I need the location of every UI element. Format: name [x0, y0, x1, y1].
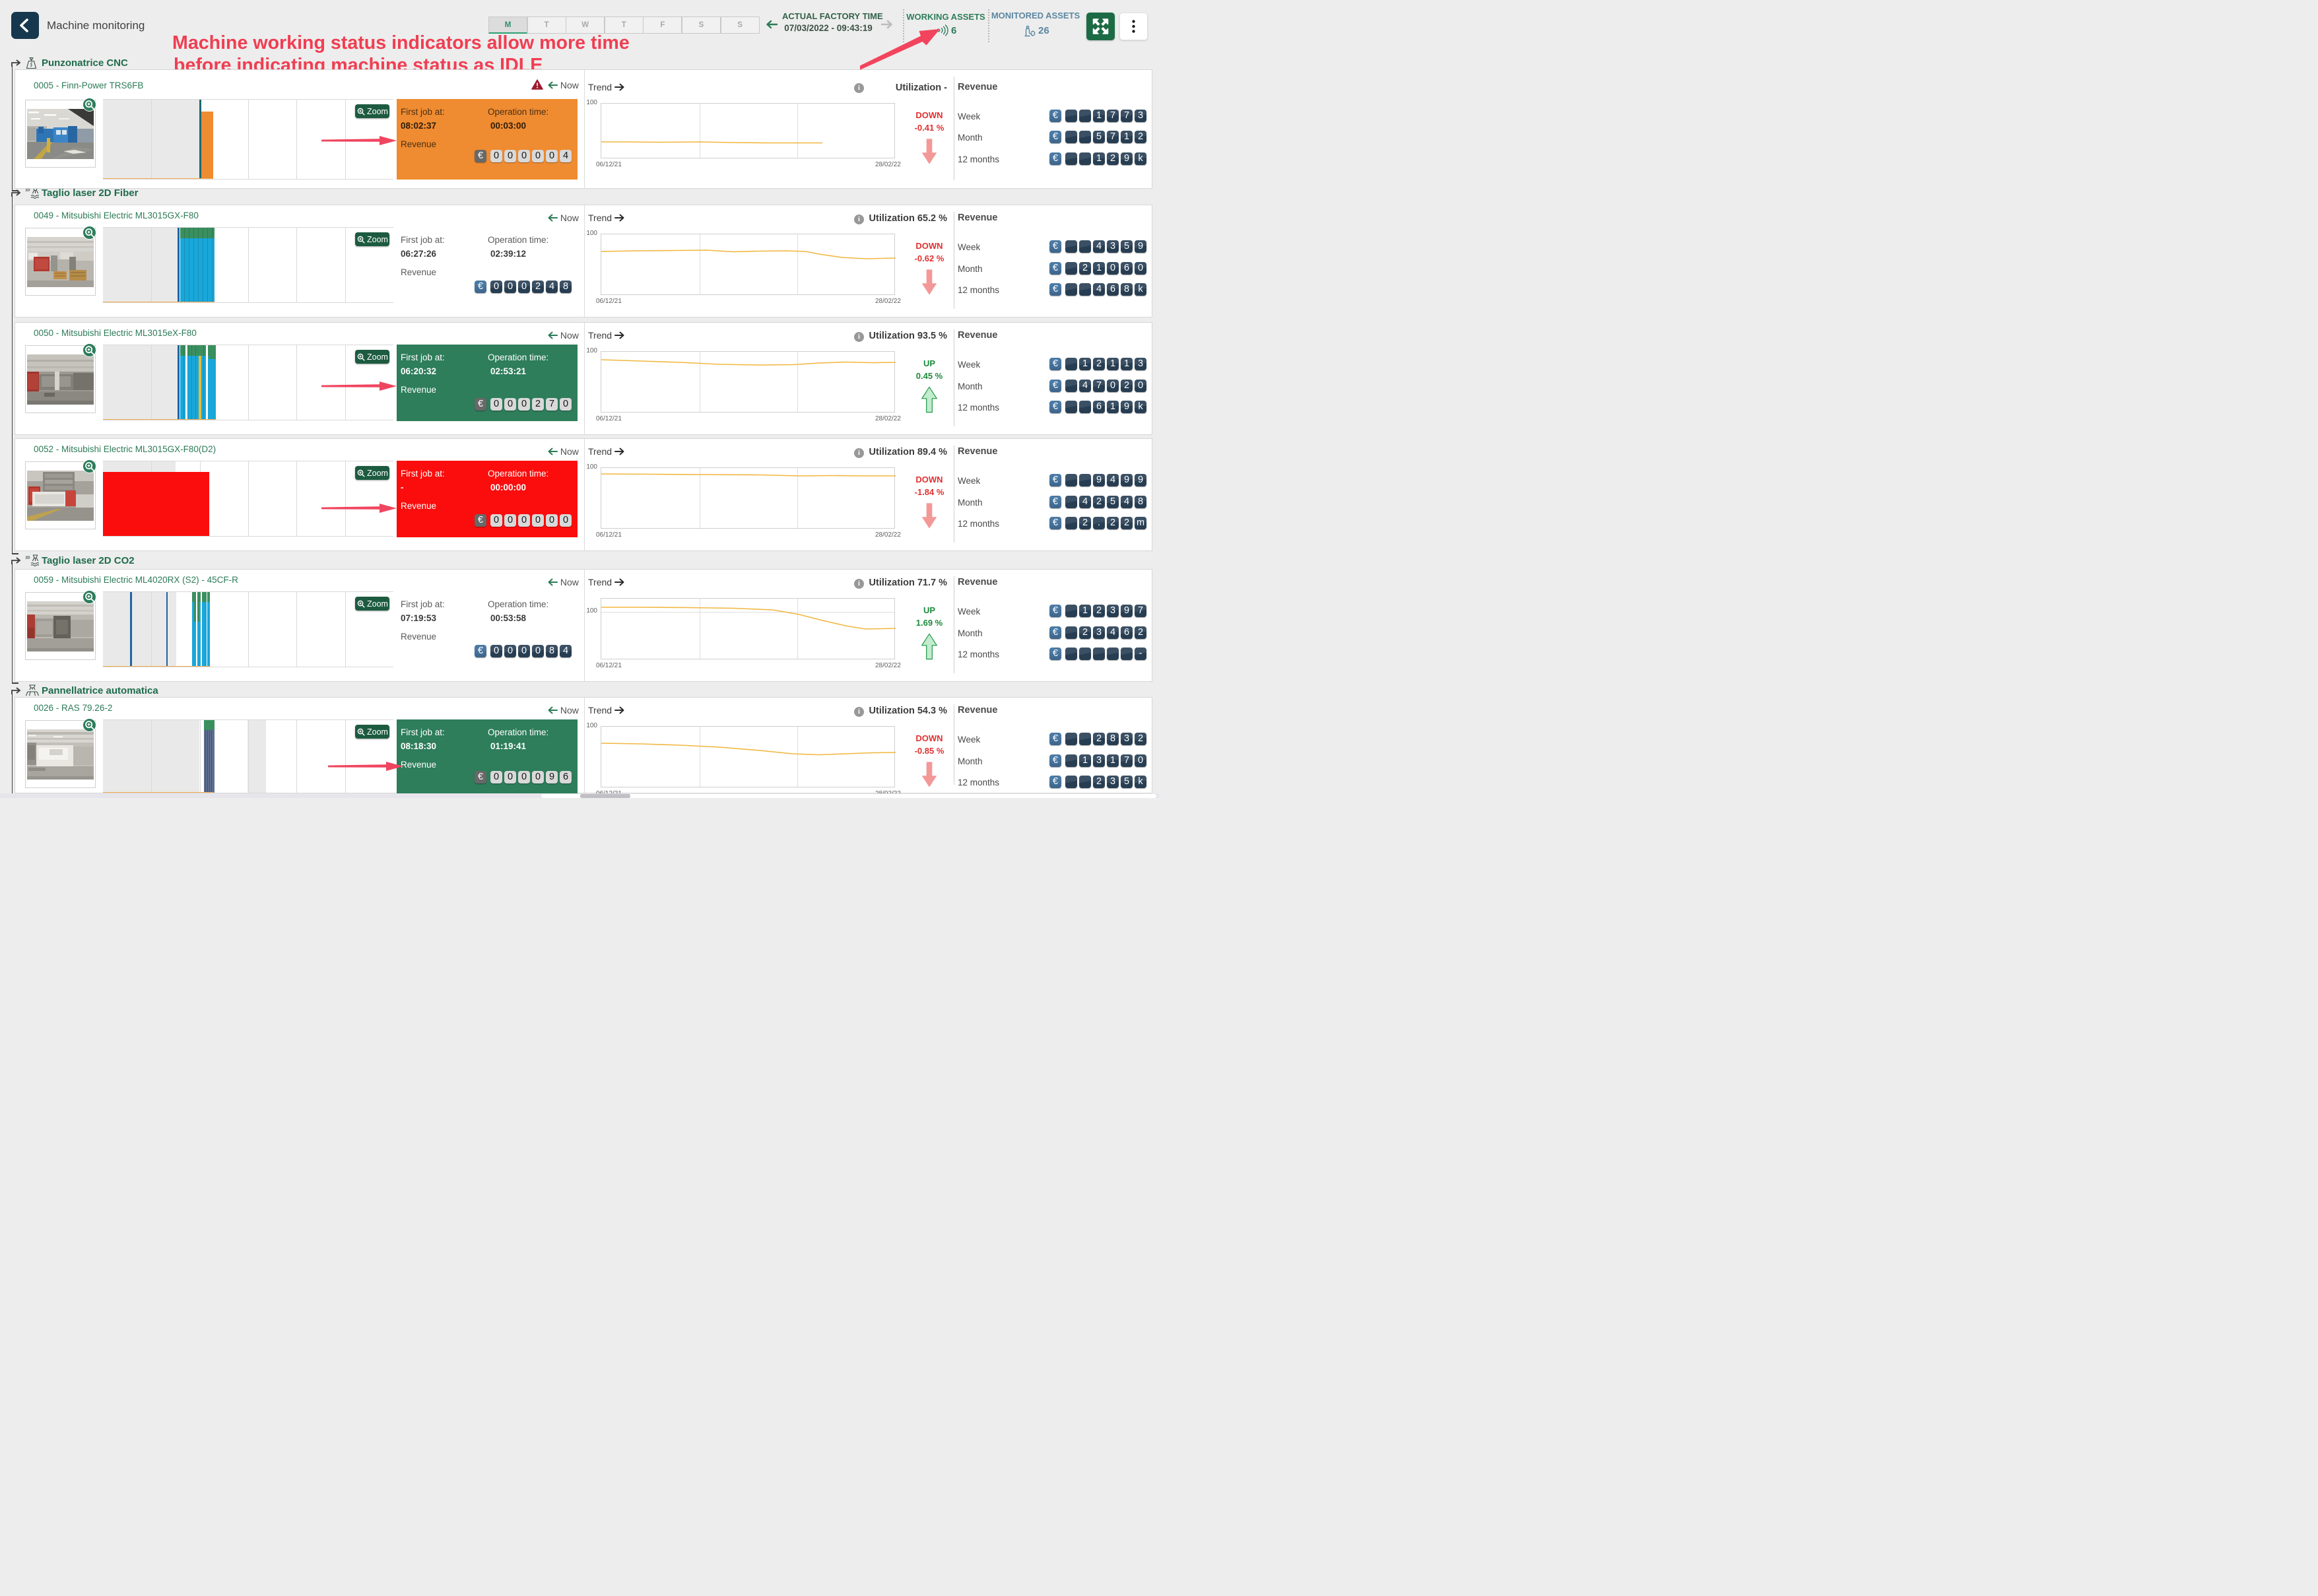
svg-text:2D: 2D [26, 556, 30, 560]
svg-text:2D: 2D [26, 189, 30, 193]
